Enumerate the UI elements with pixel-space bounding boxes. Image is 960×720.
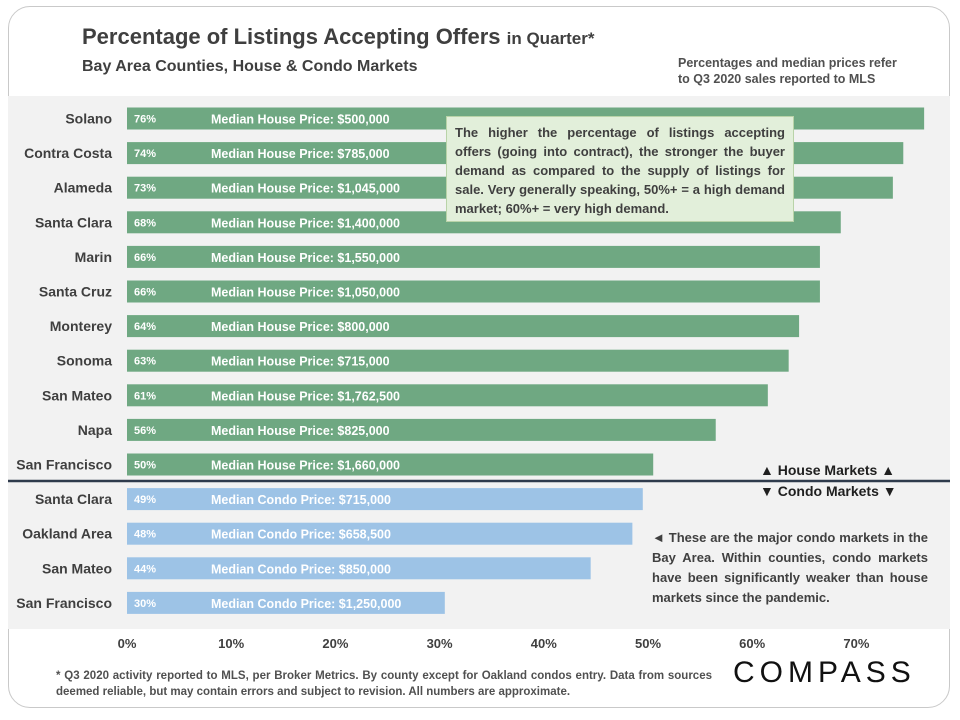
bar-house-10 xyxy=(127,453,654,476)
category-label: Oakland Area xyxy=(22,526,112,542)
median-price-label: Median House Price: $1,762,500 xyxy=(211,389,400,403)
bar-house-8 xyxy=(127,384,768,407)
percent-label: 49% xyxy=(134,494,156,506)
category-label: San Francisco xyxy=(16,457,112,473)
x-tick-label: 70% xyxy=(843,636,869,651)
category-label: Santa Clara xyxy=(35,491,112,507)
condo-markets-note: ◄ These are the major condo markets in t… xyxy=(652,530,928,605)
percent-label: 48% xyxy=(134,529,156,541)
category-label: Alameda xyxy=(54,180,113,196)
percent-label: 63% xyxy=(134,356,156,368)
condo-markets-marker: ▼ Condo Markets ▼ xyxy=(760,483,897,499)
median-price-label: Median House Price: $1,660,000 xyxy=(211,459,400,473)
bar-condo-12 xyxy=(127,522,633,545)
x-tick-label: 40% xyxy=(531,636,557,651)
footnote: * Q3 2020 activity reported to MLS, per … xyxy=(56,670,712,698)
data-note-line-2: to Q3 2020 sales reported to MLS xyxy=(678,72,876,86)
bar-condo-13 xyxy=(127,557,591,580)
percent-label: 66% xyxy=(134,287,156,299)
bar-condo-11 xyxy=(127,488,643,511)
x-tick-label: 30% xyxy=(427,636,453,651)
percent-label: 56% xyxy=(134,425,156,437)
category-label: Solano xyxy=(65,111,112,127)
median-price-label: Median Condo Price: $658,500 xyxy=(211,528,391,542)
category-label: San Francisco xyxy=(16,595,112,611)
bar-house-4 xyxy=(127,245,820,268)
data-note: Percentages and median prices refer to Q… xyxy=(678,55,918,87)
x-tick-label: 0% xyxy=(118,636,137,651)
data-note-line-1: Percentages and median prices refer xyxy=(678,56,897,70)
chart-title-main: Percentage of Listings Accepting Offers xyxy=(82,24,501,49)
percent-label: 50% xyxy=(134,460,156,472)
bar-condo-14 xyxy=(127,591,445,614)
x-tick-label: 20% xyxy=(322,636,348,651)
median-price-label: Median House Price: $800,000 xyxy=(211,320,390,334)
median-price-label: Median House Price: $1,050,000 xyxy=(211,286,400,300)
percent-label: 44% xyxy=(134,563,156,575)
chart-subtitle: Bay Area Counties, House & Condo Markets xyxy=(82,58,418,75)
category-label: San Mateo xyxy=(42,560,112,576)
median-price-label: Median House Price: $1,045,000 xyxy=(211,182,400,196)
percent-label: 68% xyxy=(134,217,156,229)
bar-house-5 xyxy=(127,280,820,303)
category-label: Sonoma xyxy=(57,353,112,369)
percent-label: 76% xyxy=(134,114,156,126)
percent-label: 74% xyxy=(134,148,156,160)
category-label: Contra Costa xyxy=(24,145,112,161)
bar-house-7 xyxy=(127,349,789,372)
x-tick-label: 60% xyxy=(739,636,765,651)
house-markets-marker: ▲ House Markets ▲ xyxy=(760,462,896,478)
median-price-label: Median Condo Price: $1,250,000 xyxy=(211,597,401,611)
category-label: Monterey xyxy=(50,318,112,334)
chart-title-suffix: in Quarter* xyxy=(506,29,595,48)
percent-label: 73% xyxy=(134,183,156,195)
category-label: Santa Clara xyxy=(35,214,112,230)
median-price-label: Median House Price: $785,000 xyxy=(211,147,390,161)
percent-label: 66% xyxy=(134,252,156,264)
chart-title: Percentage of Listings Accepting Offers … xyxy=(82,24,594,50)
demand-callout: The higher the percentage of listings ac… xyxy=(446,116,794,222)
median-price-label: Median House Price: $1,550,000 xyxy=(211,251,400,265)
category-label: Santa Cruz xyxy=(39,284,112,300)
x-tick-label: 50% xyxy=(635,636,661,651)
median-price-label: Median House Price: $825,000 xyxy=(211,424,390,438)
compass-logo: COMPASS xyxy=(733,656,916,689)
median-price-label: Median House Price: $715,000 xyxy=(211,355,390,369)
category-label: Napa xyxy=(78,422,112,438)
median-price-label: Median House Price: $500,000 xyxy=(211,113,390,127)
category-label: Marin xyxy=(75,249,112,265)
percent-label: 64% xyxy=(134,321,156,333)
category-label: San Mateo xyxy=(42,387,112,403)
bar-house-6 xyxy=(127,315,800,338)
percent-label: 30% xyxy=(134,598,156,610)
bar-house-9 xyxy=(127,418,716,441)
median-price-label: Median House Price: $1,400,000 xyxy=(211,216,400,230)
median-price-label: Median Condo Price: $850,000 xyxy=(211,562,391,576)
median-price-label: Median Condo Price: $715,000 xyxy=(211,493,391,507)
x-tick-label: 10% xyxy=(218,636,244,651)
percent-label: 61% xyxy=(134,390,156,402)
